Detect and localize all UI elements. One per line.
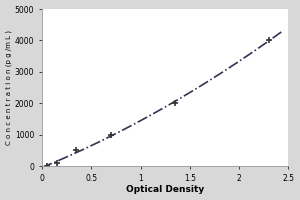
X-axis label: Optical Density: Optical Density [126,185,204,194]
Y-axis label: C o n c e n t r a t i o n (p g /m L ): C o n c e n t r a t i o n (p g /m L ) [6,30,12,145]
